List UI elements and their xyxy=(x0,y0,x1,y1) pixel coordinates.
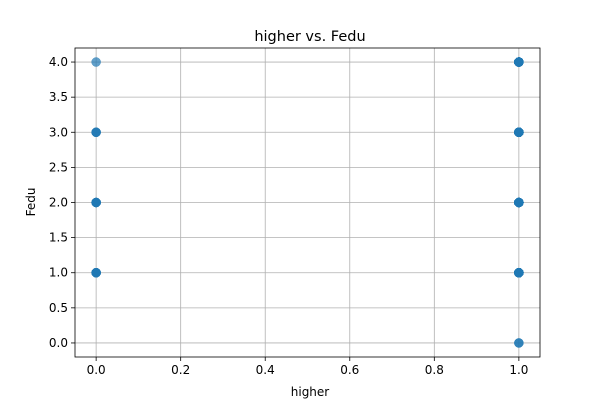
scatter-point xyxy=(91,127,101,138)
scatter-point xyxy=(514,267,524,278)
scatter-point xyxy=(91,57,101,67)
y-tick-label: 3.5 xyxy=(49,90,68,104)
y-tick-label: 2.0 xyxy=(49,196,68,210)
y-tick-label: 3.0 xyxy=(49,125,68,139)
x-tick-label: 0.6 xyxy=(340,363,359,377)
ticks-layer: 0.0 0.2 0.4 0.6 0.8 1.0 0.0 0.5 1.0 1.5 2.0 2.5 3.0 3… xyxy=(49,55,529,377)
x-tick-label: 0.4 xyxy=(256,363,275,377)
x-tick-label: 0.0 xyxy=(87,363,106,377)
x-tick-label: 1.0 xyxy=(509,363,528,377)
points-layer xyxy=(91,57,524,348)
scatter-point xyxy=(514,57,524,67)
scatter-point xyxy=(91,267,101,278)
chart-title: higher vs. Fedu xyxy=(254,29,365,45)
x-tick-label: 0.2 xyxy=(171,363,190,377)
y-tick-label: 4.0 xyxy=(49,55,68,69)
y-tick-label: 1.5 xyxy=(49,231,68,245)
y-tick-label: 0.0 xyxy=(49,336,68,350)
scatter-point xyxy=(514,127,524,138)
scatter-point xyxy=(91,197,101,208)
scatter-point xyxy=(514,338,524,348)
y-tick-label: 2.5 xyxy=(49,160,68,174)
x-axis-label: higher xyxy=(291,385,330,399)
x-tick-label: 0.8 xyxy=(425,363,444,377)
y-axis-label: Fedu xyxy=(24,188,38,217)
y-tick-label: 0.5 xyxy=(49,301,68,315)
scatter-point xyxy=(514,197,524,208)
y-tick-label: 1.0 xyxy=(49,266,68,280)
